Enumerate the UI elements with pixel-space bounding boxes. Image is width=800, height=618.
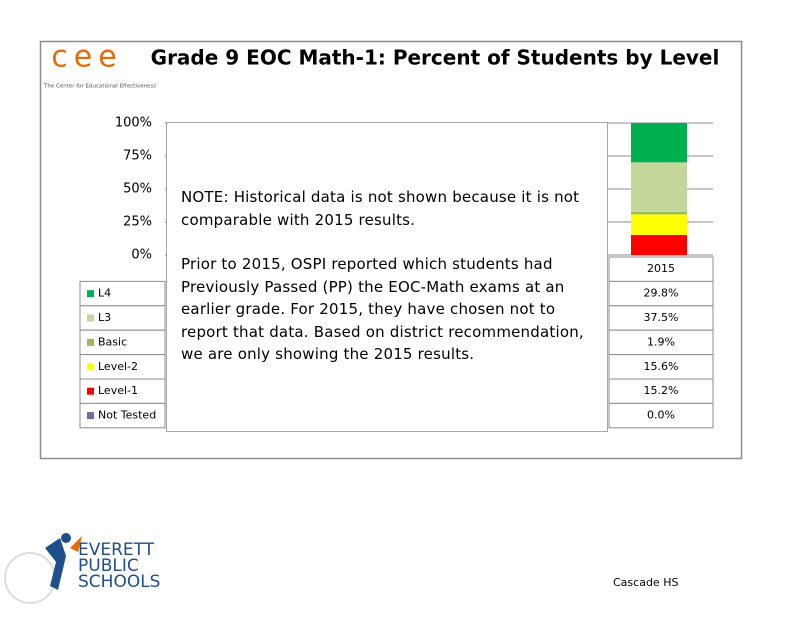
table-cell [79, 329, 166, 356]
value-label: 37.5% [644, 311, 679, 324]
x-tick-label: 2015 [647, 262, 675, 275]
bar-segment [631, 123, 687, 163]
bar-segment [631, 234, 687, 255]
district-name: PUBLIC [78, 556, 139, 576]
table-cell [79, 354, 166, 380]
value-label: 29.8% [644, 287, 679, 300]
legend-label: Level-1 [98, 384, 138, 397]
district-name: SCHOOLS [78, 572, 160, 592]
legend-swatch [87, 290, 94, 298]
table-cell [608, 329, 714, 356]
legend-label: L3 [98, 311, 111, 324]
school-logo [4, 533, 82, 604]
value-label: 0.0% [647, 409, 675, 422]
bar-segment [631, 211, 687, 215]
value-label: 15.6% [644, 360, 679, 373]
legend-label: Basic [98, 335, 127, 348]
note-text: Prior to 2015, OSPI reported which stude… [181, 255, 584, 363]
figure-head [61, 533, 71, 543]
seal [4, 552, 56, 604]
table-header-cell [608, 256, 714, 282]
note-box: NOTE: Historical data is not shown becau… [166, 122, 608, 432]
legend-swatch [87, 412, 94, 420]
legend-label: Not Tested [98, 409, 156, 422]
legend-label: L4 [98, 287, 111, 300]
chart-title: Grade 9 EOC Math-1: Percent of Students … [151, 46, 720, 70]
value-label: 15.2% [644, 384, 679, 397]
table-cell [79, 280, 166, 307]
y-tick-label: 75% [123, 149, 152, 164]
table-cell [608, 378, 714, 404]
y-tick-label: 100% [115, 116, 152, 131]
legend-swatch [87, 363, 94, 371]
school-name: Cascade HS [613, 576, 678, 589]
y-tick-label: 50% [123, 182, 152, 197]
table-cell [608, 402, 714, 429]
legend-swatch [87, 387, 94, 395]
note-text: NOTE: Historical data is not shown becau… [181, 188, 580, 229]
y-tick-label: 0% [131, 248, 152, 263]
legend-swatch [87, 338, 94, 346]
y-tick-label: 25% [123, 215, 152, 230]
figure [45, 538, 66, 590]
legend-label: Level-2 [98, 360, 138, 373]
district-name: EVERETT [78, 540, 155, 560]
legend-swatch [87, 314, 94, 322]
table-cell [608, 354, 714, 380]
bar-segment [631, 162, 687, 212]
star [70, 536, 82, 552]
logo-caption: The Center for Educational Effectiveness [43, 84, 156, 90]
table-cell [608, 305, 714, 331]
bar-segment [631, 214, 687, 235]
table-cell [608, 280, 714, 307]
table-cell [79, 402, 166, 429]
logo-mark: cee [51, 40, 122, 75]
value-label: 1.9% [647, 335, 675, 348]
table-cell [79, 378, 166, 404]
